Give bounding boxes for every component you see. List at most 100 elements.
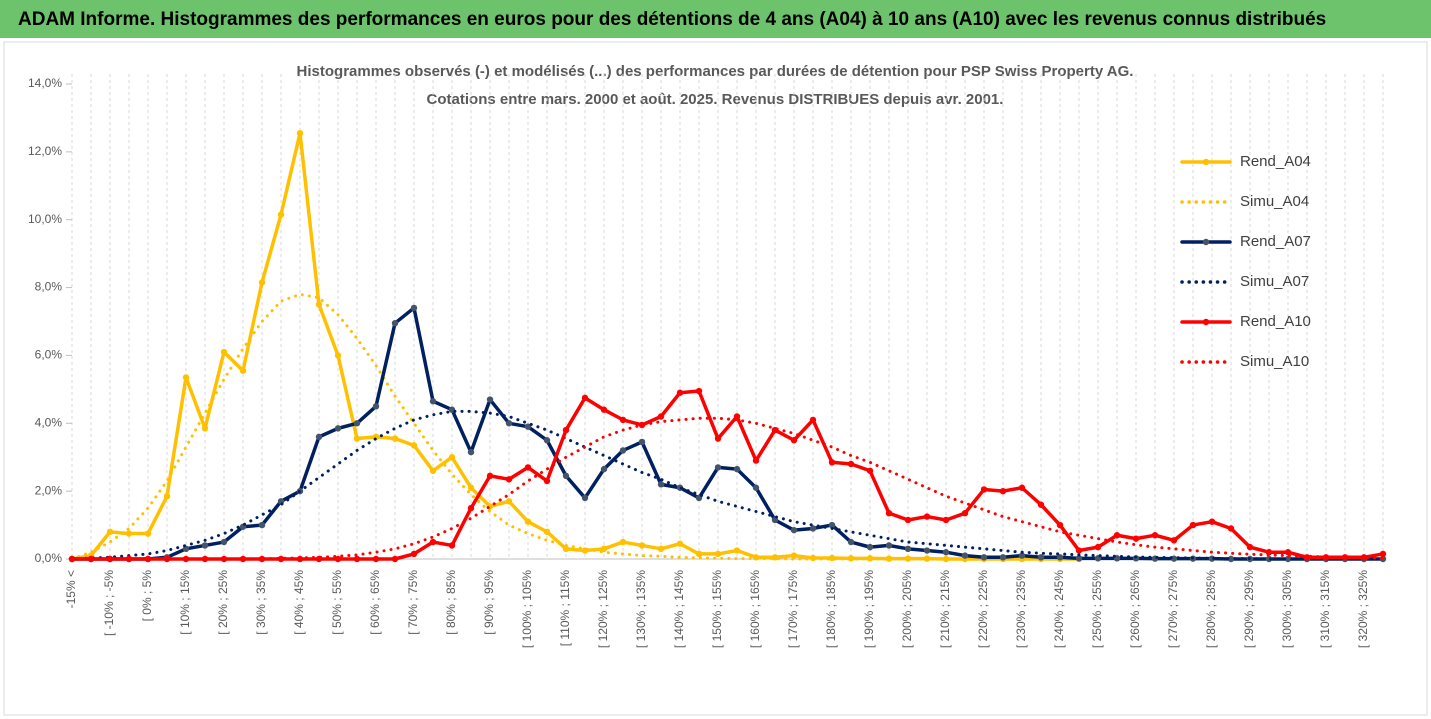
x-tick-label: [ 280% ; 285% — [1204, 570, 1218, 648]
x-tick-label: [ 30% ; 35% — [254, 570, 268, 635]
data-point — [277, 555, 285, 563]
data-point — [752, 457, 760, 464]
data-point — [486, 472, 494, 480]
data-point — [315, 433, 323, 441]
data-point — [372, 403, 380, 410]
data-point — [904, 545, 912, 553]
data-point — [1227, 525, 1235, 532]
x-tick-label: [ 10% ; 15% — [178, 570, 192, 635]
data-point — [505, 498, 513, 505]
legend-marker — [1202, 238, 1210, 246]
data-point — [1360, 554, 1368, 561]
x-tick-label: [ 320% ; 325% — [1356, 570, 1370, 648]
x-tick-label: [ 290% ; 295% — [1242, 570, 1256, 648]
x-tick-label: [ 260% ; 265% — [1128, 570, 1142, 648]
y-tick-label: 4,0% — [35, 415, 63, 429]
x-tick-label: [ 120% ; 125% — [596, 570, 610, 648]
data-point — [220, 538, 228, 546]
data-point — [106, 555, 114, 563]
data-point — [562, 545, 570, 553]
series-line — [70, 409, 1385, 561]
data-point — [391, 319, 399, 327]
legend-label: Simu_A10 — [1240, 353, 1309, 370]
data-point — [771, 554, 779, 561]
y-tick-label: 6,0% — [35, 348, 63, 362]
data-point — [1018, 484, 1026, 491]
data-point — [334, 425, 342, 432]
x-tick-label: [ 240% ; 245% — [1052, 570, 1066, 648]
x-tick-label: [ 20% ; 25% — [216, 570, 230, 635]
data-point — [334, 352, 342, 359]
data-point — [619, 416, 627, 424]
legend-label: Simu_A04 — [1240, 193, 1309, 210]
data-point — [1094, 543, 1102, 551]
data-point — [828, 521, 836, 529]
subtitle: Cotations entre mars. 2000 et août. 2025… — [427, 91, 1004, 108]
x-tick-label: [ 50% ; 55% — [330, 570, 344, 635]
data-point — [1284, 555, 1292, 563]
data-point — [1018, 552, 1026, 559]
data-point — [1132, 535, 1140, 542]
data-point — [87, 555, 95, 563]
data-point — [733, 465, 741, 473]
x-tick-label: [ 310% ; 315% — [1318, 570, 1332, 648]
data-point — [657, 413, 665, 420]
data-point — [220, 555, 228, 563]
x-tick-label: -15% < — [64, 570, 78, 608]
data-point — [239, 367, 247, 374]
x-tick-label: [ 90% ; 95% — [482, 570, 496, 635]
data-point — [391, 555, 399, 563]
data-point — [505, 420, 513, 427]
y-tick-label: 14,0% — [28, 76, 62, 90]
data-point — [980, 554, 988, 561]
data-point — [999, 554, 1007, 561]
data-point — [524, 464, 532, 471]
data-point — [1056, 521, 1064, 529]
legend-box — [1178, 140, 1338, 380]
data-point — [885, 542, 893, 549]
data-point — [258, 555, 266, 563]
data-point — [961, 509, 969, 517]
data-point — [676, 389, 684, 396]
legend-marker — [1202, 318, 1210, 326]
data-point — [524, 423, 532, 430]
data-point — [144, 530, 152, 537]
data-point — [828, 459, 836, 466]
series-line — [70, 389, 1385, 561]
data-point — [942, 516, 950, 524]
series-line — [70, 416, 1385, 561]
data-point — [1227, 555, 1235, 563]
data-point — [163, 493, 171, 500]
data-point — [467, 484, 475, 491]
data-point — [334, 555, 342, 563]
x-tick-label: [ 300% ; 305% — [1280, 570, 1294, 648]
data-point — [1056, 554, 1064, 561]
x-tick-label: [ 250% ; 255% — [1090, 570, 1104, 648]
x-tick-label: [ -10% ; -5% — [102, 570, 116, 636]
data-point — [353, 555, 361, 563]
data-point — [201, 425, 209, 432]
data-point — [543, 477, 551, 485]
x-tick-label: [ 210% ; 215% — [938, 570, 952, 648]
data-point — [923, 547, 931, 554]
data-point — [562, 426, 570, 434]
data-point — [410, 304, 418, 312]
data-point — [790, 526, 798, 534]
data-point — [1075, 555, 1083, 562]
data-point — [942, 555, 950, 563]
data-point — [619, 447, 627, 454]
data-point — [1170, 537, 1178, 544]
x-tick-label: [ 200% ; 205% — [900, 570, 914, 648]
data-point — [999, 487, 1007, 495]
data-point — [638, 438, 646, 446]
data-point — [600, 465, 608, 473]
data-point — [581, 394, 589, 402]
data-point — [106, 528, 114, 536]
data-point — [182, 374, 190, 381]
data-point — [866, 543, 874, 551]
data-point — [448, 542, 456, 549]
data-point — [714, 435, 722, 442]
legend-label: Rend_A10 — [1240, 313, 1311, 330]
data-point — [885, 509, 893, 517]
